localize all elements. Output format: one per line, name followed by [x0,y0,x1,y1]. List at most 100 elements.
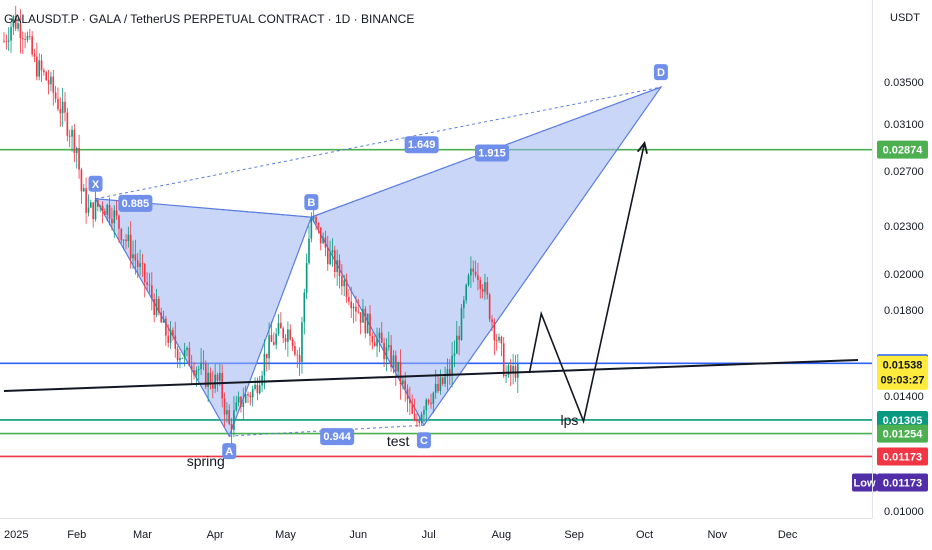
candle-body[interactable] [303,292,306,323]
candle-body[interactable] [169,330,172,343]
candle-body[interactable] [376,338,378,347]
candle-body[interactable] [120,228,123,241]
candle-body[interactable] [242,402,245,408]
candle-body[interactable] [202,362,205,364]
candle-body[interactable] [453,353,456,356]
candle-body[interactable] [467,275,470,285]
candle-body[interactable] [115,210,118,216]
candle-body[interactable] [366,313,369,334]
black-trendline[interactable] [3,358,859,393]
candle-body[interactable] [122,239,125,241]
candle-body[interactable] [465,284,468,301]
candle-body[interactable] [385,347,388,360]
candle-body[interactable] [474,271,477,276]
pattern-point-badge[interactable] [416,432,431,449]
candle-body[interactable] [343,280,346,287]
candle-body[interactable] [463,300,465,309]
candle-body[interactable] [319,227,322,244]
candle-body[interactable] [258,385,261,394]
candle-body[interactable] [308,238,310,263]
candle-body[interactable] [186,347,188,350]
candle-body[interactable] [371,336,374,343]
candle-body[interactable] [19,23,22,39]
candle-body[interactable] [226,410,228,415]
candle-body[interactable] [211,384,214,389]
candle-body[interactable] [301,322,303,363]
candle-body[interactable] [158,298,160,313]
candle-body[interactable] [399,361,402,385]
candle-body[interactable] [498,336,500,341]
candle-body[interactable] [348,296,350,302]
candle-body[interactable] [155,298,158,315]
candle-body[interactable] [21,38,24,40]
candle-body[interactable] [195,370,198,376]
candle-body[interactable] [392,355,395,368]
candle-body[interactable] [446,369,449,377]
candle-body[interactable] [507,365,510,375]
candle-body[interactable] [427,399,430,403]
candle-body[interactable] [355,306,357,312]
candle-body[interactable] [451,355,453,376]
candle-body[interactable] [47,80,50,85]
candle-body[interactable] [387,345,390,348]
candle-body[interactable] [509,365,512,374]
candle-body[interactable] [275,333,277,345]
candle-body[interactable] [289,329,292,340]
candle-body[interactable] [397,361,399,372]
candle-body[interactable] [235,402,238,411]
candle-body[interactable] [148,284,151,286]
candle-body[interactable] [209,372,212,385]
candle-body[interactable] [125,239,127,242]
candle-body[interactable] [425,399,428,411]
pattern-triangle-bcd[interactable] [310,85,663,427]
candle-body[interactable] [165,318,167,336]
candle-body[interactable] [134,254,137,261]
candle-body[interactable] [89,202,92,208]
candle-body[interactable] [298,355,301,363]
candle-body[interactable] [362,308,364,323]
candle-body[interactable] [256,384,259,394]
candle-body[interactable] [97,200,99,207]
candle-body[interactable] [104,210,106,215]
candle-body[interactable] [179,358,181,361]
candle-body[interactable] [441,377,444,384]
candle-body[interactable] [167,335,170,343]
candle-body[interactable] [118,215,120,229]
candle-body[interactable] [479,279,482,289]
candle-body[interactable] [71,129,73,137]
candle-body[interactable] [432,392,435,404]
candle-body[interactable] [495,340,498,342]
candle-body[interactable] [458,335,460,340]
candle-body[interactable] [350,301,353,309]
candle-body[interactable] [472,268,475,272]
candle-body[interactable] [221,372,224,399]
candle-body[interactable] [439,377,442,392]
pattern-triangle-xab[interactable] [94,198,313,438]
candle-body[interactable] [270,335,273,342]
candle-body[interactable] [146,282,148,285]
candle-body[interactable] [68,135,71,137]
candle-body[interactable] [254,384,256,390]
candle-body[interactable] [383,342,385,360]
candle-body[interactable] [317,223,320,228]
candle-body[interactable] [162,318,165,323]
candle-body[interactable] [139,263,141,267]
candle-body[interactable] [287,329,289,342]
candle-body[interactable] [470,268,472,276]
candle-body[interactable] [434,383,437,393]
candle-body[interactable] [481,288,484,292]
candle-body[interactable] [188,347,191,366]
candle-body[interactable] [240,396,242,408]
candle-body[interactable] [312,216,315,219]
candle-body[interactable] [31,36,33,55]
candle-body[interactable] [359,312,362,323]
candle-body[interactable] [160,312,163,323]
candle-body[interactable] [193,370,195,376]
candle-body[interactable] [331,250,334,253]
candle-body[interactable] [101,205,104,211]
candle-body[interactable] [404,380,407,389]
candle-body[interactable] [516,363,519,378]
candle-body[interactable] [33,54,36,57]
